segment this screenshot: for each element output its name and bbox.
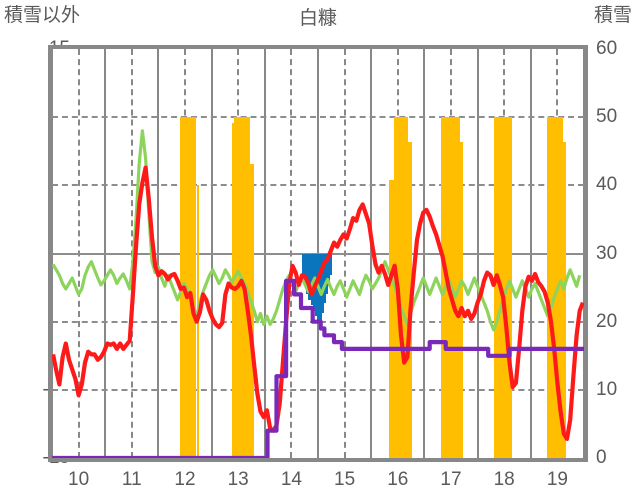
precipitation-bar [302, 253, 305, 276]
precipitation-bar [321, 253, 324, 314]
missing-data-band [459, 141, 463, 458]
precipitation-bar [306, 253, 309, 295]
chart-title: 白糠 [298, 8, 337, 29]
right-axis-tick: 0 [596, 447, 607, 468]
precipitation-bar [323, 253, 327, 303]
x-axis-tick: 19 [546, 469, 568, 490]
right-axis-tick: 40 [596, 174, 618, 196]
snow-depth-line [52, 278, 584, 458]
horizontal-gridline [52, 184, 584, 187]
precipitation-bar [308, 253, 312, 300]
series-lines [52, 129, 584, 458]
precipitation-bar [329, 253, 333, 276]
horizontal-gridline [52, 388, 584, 391]
missing-data-band [389, 179, 394, 458]
x-axis-tick: 13 [227, 469, 249, 490]
plot-area [48, 45, 588, 462]
x-axis-tick: 18 [493, 469, 515, 490]
x-axis-tick: 16 [387, 469, 409, 490]
right-axis-title: 積雪 [593, 5, 632, 26]
x-axis-tick: 17 [440, 469, 462, 490]
missing-data-band [546, 117, 563, 458]
x-axis-tick: 11 [121, 469, 142, 490]
missing-data-band [562, 141, 566, 458]
right-axis-tick: 50 [596, 106, 618, 128]
x-axis-tick: 14 [280, 469, 302, 490]
right-axis-tick: 10 [596, 378, 618, 400]
left-axis-title: 積雪以外 [4, 5, 81, 26]
x-axis-tick: 15 [334, 469, 356, 490]
right-axis-tick: 20 [596, 310, 618, 332]
x-axis-tick: 12 [174, 469, 196, 490]
missing-data-band [393, 117, 409, 458]
precipitation-bar [310, 253, 314, 306]
missing-data-band [249, 163, 255, 458]
horizontal-gridline [52, 116, 584, 119]
precipitation-bar [327, 253, 331, 287]
right-axis-tick: 60 [596, 38, 618, 59]
x-axis-tick: 10 [68, 469, 90, 490]
precipitation-bar [325, 253, 329, 295]
right-axis-tick: 30 [596, 242, 618, 264]
precipitation-bar [304, 253, 307, 284]
max-temp-line [52, 165, 584, 441]
